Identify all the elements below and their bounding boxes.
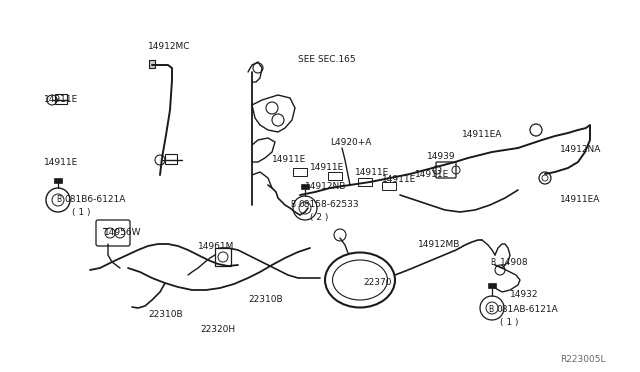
Text: 22310B: 22310B bbox=[148, 310, 182, 319]
Text: ( 2 ): ( 2 ) bbox=[310, 213, 328, 222]
Bar bbox=[215, 248, 231, 266]
Text: B: B bbox=[290, 200, 295, 209]
Text: SEE SEC.165: SEE SEC.165 bbox=[298, 55, 356, 64]
Text: 14911EA: 14911EA bbox=[560, 195, 600, 204]
Text: 14912NA: 14912NA bbox=[560, 145, 602, 154]
Text: 14911E: 14911E bbox=[382, 175, 416, 184]
Bar bbox=[382, 182, 396, 190]
Text: 14911E: 14911E bbox=[415, 170, 449, 179]
Text: 14961M: 14961M bbox=[198, 242, 234, 251]
Text: ( 1 ): ( 1 ) bbox=[72, 208, 90, 217]
Text: B: B bbox=[56, 195, 61, 204]
Bar bbox=[328, 172, 342, 180]
Text: 14912MC: 14912MC bbox=[148, 42, 191, 51]
Bar bbox=[293, 168, 307, 176]
Text: B: B bbox=[488, 305, 493, 314]
Text: 22370: 22370 bbox=[363, 278, 392, 287]
Bar bbox=[149, 60, 155, 68]
Text: 14911E: 14911E bbox=[355, 168, 389, 177]
Bar bbox=[165, 154, 177, 164]
Text: 22310B: 22310B bbox=[248, 295, 283, 304]
Text: 22320H: 22320H bbox=[200, 325, 235, 334]
Text: ( 1 ): ( 1 ) bbox=[500, 318, 518, 327]
Text: 14939: 14939 bbox=[427, 152, 456, 161]
Text: 14911EA: 14911EA bbox=[462, 130, 502, 139]
Text: 14911E: 14911E bbox=[272, 155, 307, 164]
Bar bbox=[55, 94, 67, 104]
Text: L4920+A: L4920+A bbox=[330, 138, 371, 147]
Text: 14956W: 14956W bbox=[104, 228, 141, 237]
Text: 081B6-6121A: 081B6-6121A bbox=[64, 195, 125, 204]
Text: 14911E: 14911E bbox=[44, 158, 78, 167]
Text: 081AB-6121A: 081AB-6121A bbox=[496, 305, 557, 314]
Text: 14912NB: 14912NB bbox=[305, 182, 346, 191]
Text: B: B bbox=[490, 258, 495, 267]
Text: 14911E: 14911E bbox=[44, 95, 78, 104]
Bar bbox=[358, 178, 372, 186]
Text: R223005L: R223005L bbox=[560, 355, 605, 364]
Text: 14932: 14932 bbox=[510, 290, 538, 299]
Text: 08158-62533: 08158-62533 bbox=[298, 200, 358, 209]
Text: 14908: 14908 bbox=[500, 258, 529, 267]
Text: 14911E: 14911E bbox=[310, 163, 344, 172]
Bar bbox=[301, 184, 309, 189]
Bar bbox=[488, 283, 496, 288]
Text: 14912MB: 14912MB bbox=[418, 240, 460, 249]
Bar bbox=[54, 178, 62, 183]
